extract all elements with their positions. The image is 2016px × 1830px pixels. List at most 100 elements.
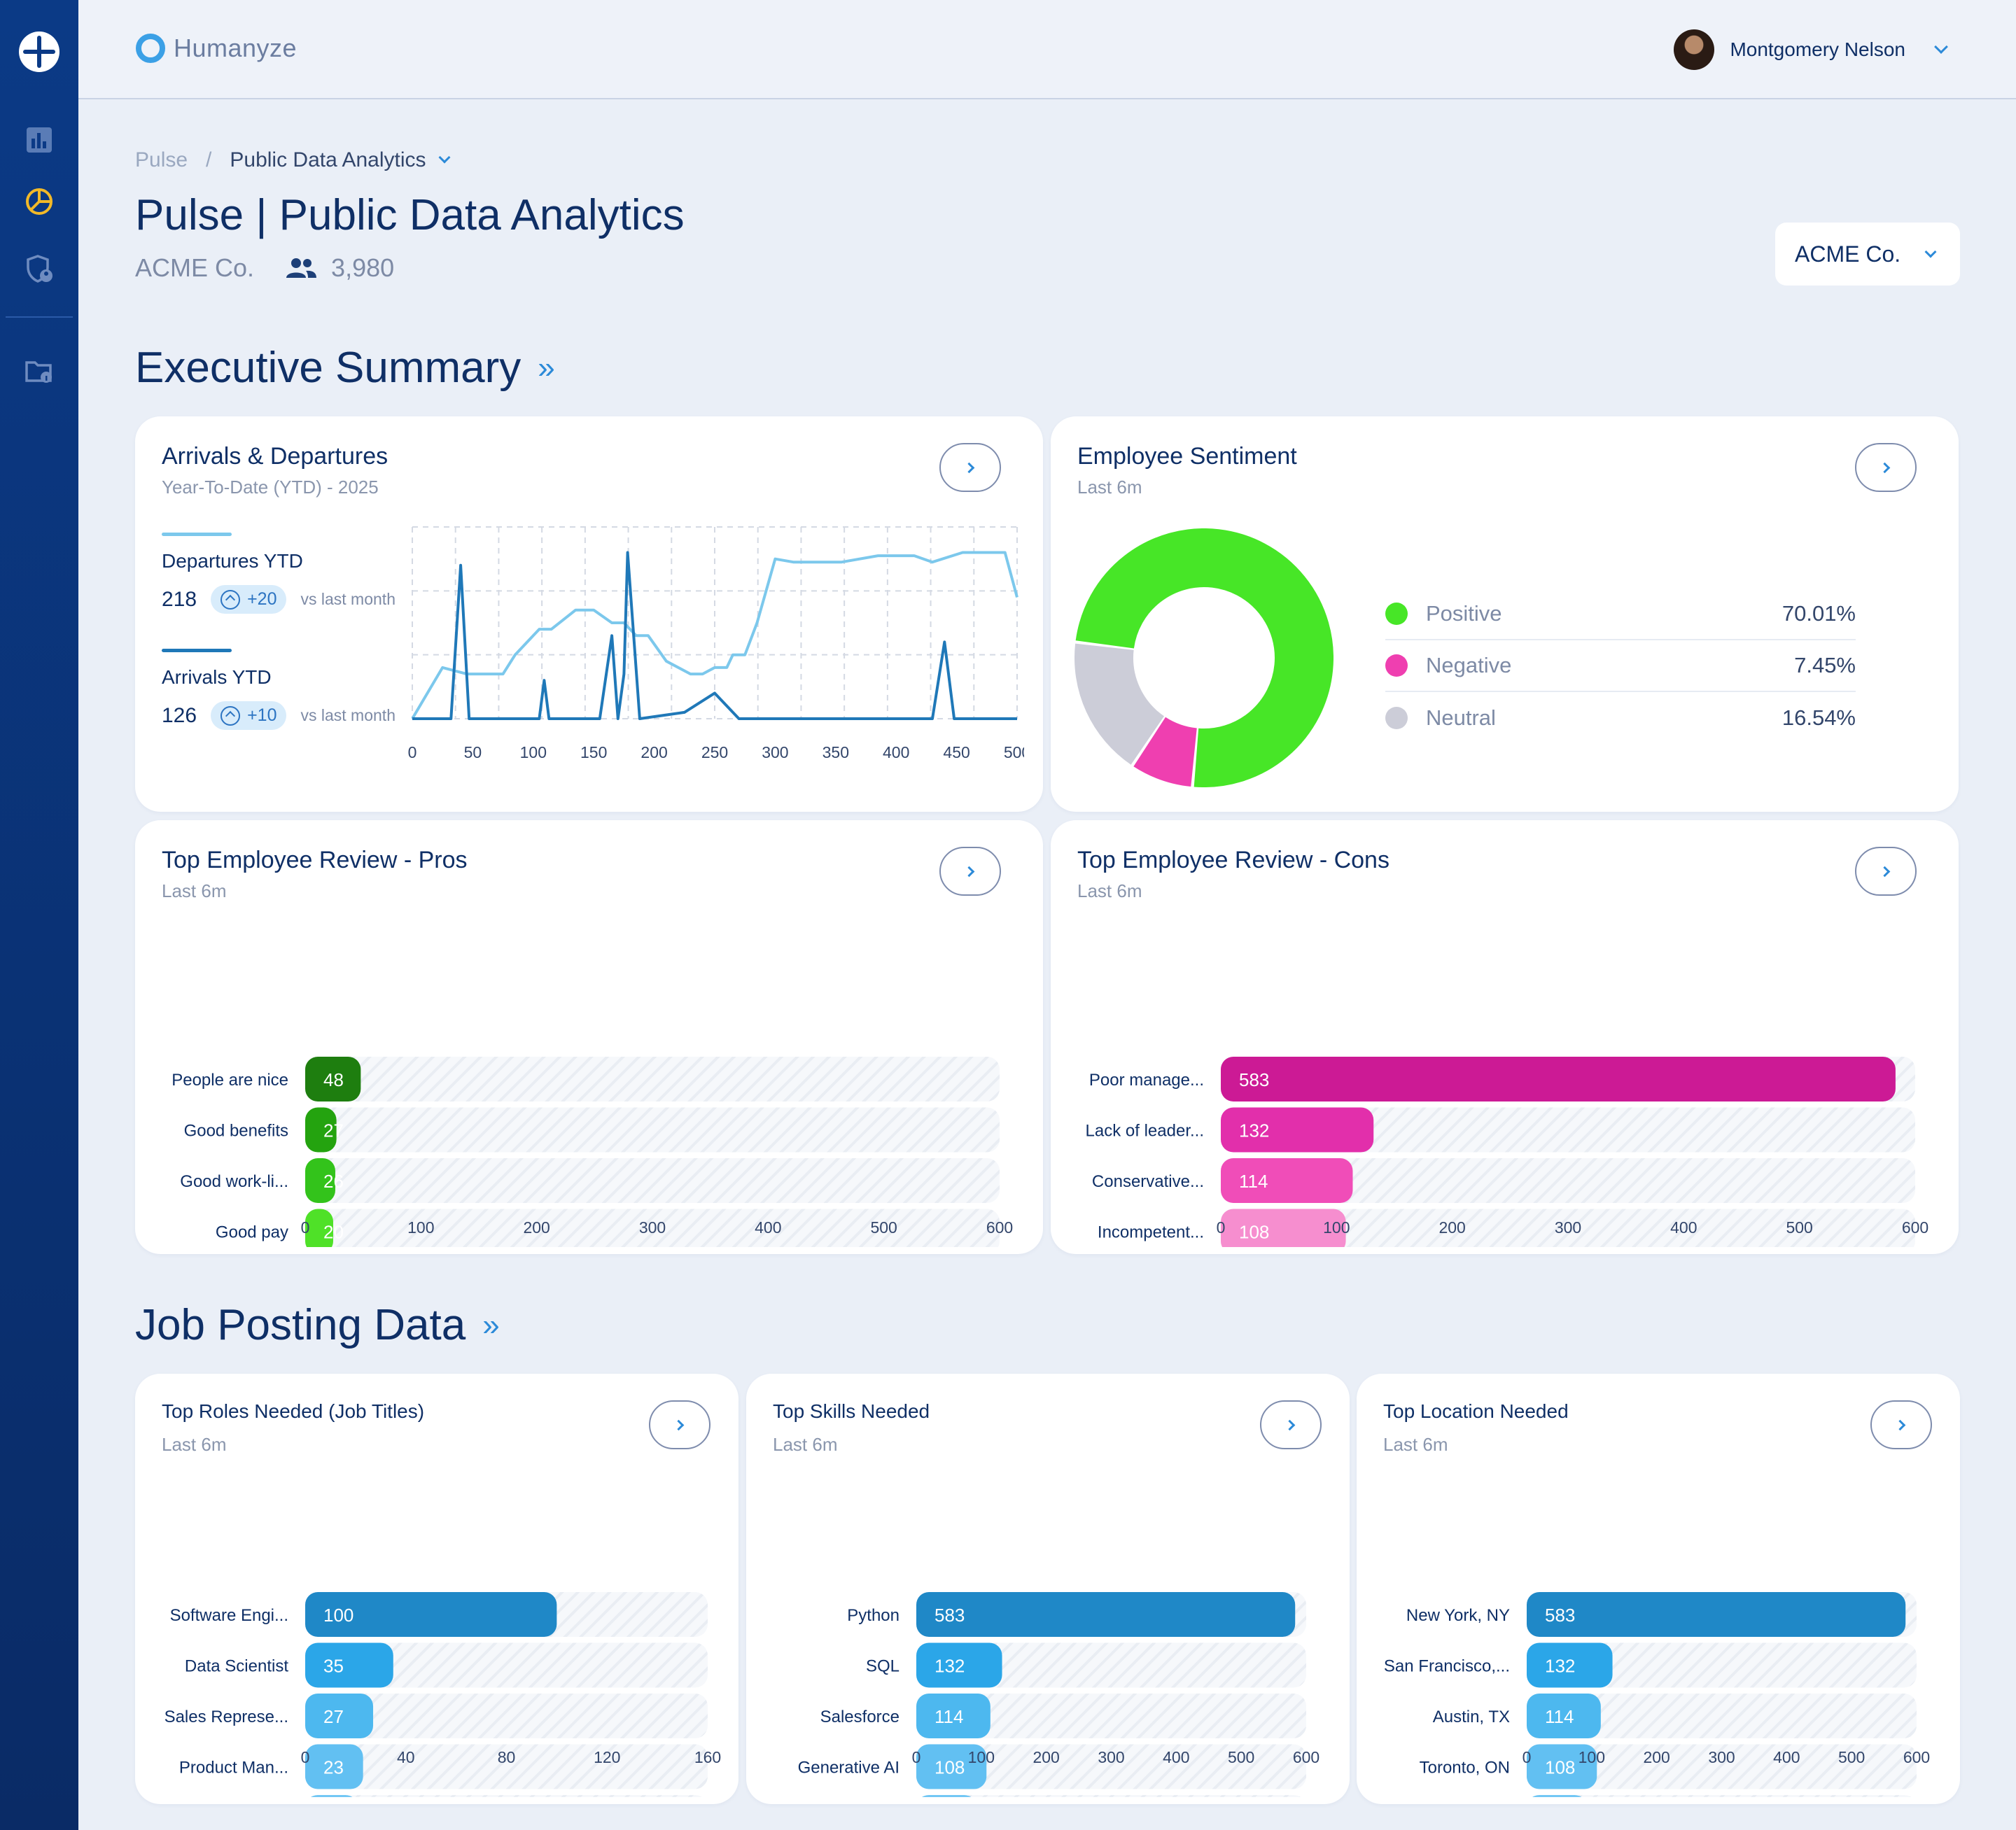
double-chevron-right-icon[interactable]: » (482, 1307, 500, 1342)
bar[interactable] (1221, 1158, 1353, 1203)
metric-label: Arrivals YTD (162, 666, 272, 688)
bar-row[interactable]: Boston, MA93 (1423, 1795, 1917, 1797)
bar[interactable] (1221, 1057, 1896, 1101)
bar-track (1532, 1795, 1911, 1797)
card-title: Top Employee Review - Pros (162, 847, 468, 873)
card-subtitle: Last 6m (1077, 880, 1142, 901)
chevron-down-icon[interactable] (438, 151, 451, 164)
bar-track (1527, 1744, 1917, 1789)
bar-row[interactable]: Conservative... 114 (1092, 1158, 1915, 1203)
bar-row[interactable]: Software Engi... 100 (170, 1592, 708, 1637)
x-tick-label: 300 (639, 1218, 666, 1237)
bar-row[interactable]: People are nice 48 (172, 1057, 1000, 1101)
chevron-right-icon (1284, 1419, 1295, 1430)
brand[interactable]: Humanyze (136, 34, 297, 63)
open-details-button[interactable] (939, 443, 1001, 492)
bar-row[interactable]: Sales Represe... 27 (164, 1694, 708, 1738)
open-details-button[interactable] (1870, 1400, 1932, 1449)
pie-icon[interactable] (24, 186, 55, 217)
metric-departures: Departures YTD 218 +20 vs last month (162, 533, 396, 614)
bar[interactable] (916, 1642, 1002, 1688)
bar-row[interactable]: Austin, TX 114 (1433, 1694, 1917, 1738)
bar-row[interactable]: Good pay 20 (216, 1209, 1000, 1248)
donut-slice-negative[interactable] (1133, 717, 1198, 787)
double-chevron-right-icon[interactable]: » (538, 350, 555, 385)
breadcrumb-current[interactable]: Public Data Analytics (230, 148, 426, 171)
bar-row[interactable]: Poor manage... 583 (1089, 1057, 1915, 1101)
bar[interactable] (916, 1795, 976, 1797)
bar-row[interactable]: Lack of leader... 132 (1086, 1107, 1915, 1153)
user-menu[interactable]: Montgomery Nelson (1674, 29, 1948, 70)
bar[interactable] (916, 1744, 987, 1789)
bar[interactable] (305, 1209, 333, 1248)
metric-arrivals: Arrivals YTD 126 +10 vs last month (162, 649, 396, 730)
open-details-button[interactable] (1855, 847, 1917, 896)
card-top-roles: Top Roles Needed (Job Titles) Last 6m So… (135, 1374, 738, 1804)
open-details-button[interactable] (1260, 1400, 1322, 1449)
bar[interactable] (305, 1592, 557, 1637)
bar[interactable] (1527, 1744, 1597, 1789)
bar[interactable] (1527, 1795, 1587, 1797)
x-tick-label: 400 (1670, 1218, 1697, 1237)
bar-category-label: Good pay (216, 1223, 288, 1242)
line-chart: 0 50 100 150 200 250 300 350 400 450 500 (408, 526, 1024, 761)
bar-row[interactable]: Toronto, ON 108 (1420, 1744, 1917, 1789)
bar-row[interactable]: Project Mana...93 (787, 1795, 1306, 1797)
bar-row[interactable]: Good benefits 27 (184, 1107, 1000, 1153)
bar[interactable] (305, 1795, 358, 1797)
bar-row[interactable]: Salesforce 114 (820, 1694, 1306, 1738)
x-tick-label: 350 (822, 743, 849, 761)
bar-track (305, 1694, 708, 1738)
bar-track (1221, 1158, 1915, 1203)
donut-slice-neutral[interactable] (1074, 643, 1166, 765)
bar[interactable] (305, 1744, 363, 1789)
bar-row[interactable]: Generative AI 108 (798, 1744, 1306, 1789)
bar-row[interactable]: Good work-li... 26 (180, 1158, 1000, 1203)
card-reviews-pros: Top Employee Review - Pros Last 6m Peopl… (135, 820, 1043, 1254)
card-subtitle: Last 6m (1077, 477, 1142, 498)
bar[interactable] (305, 1158, 335, 1203)
bar[interactable] (1221, 1209, 1346, 1248)
bar-value-label: 114 (1545, 1706, 1574, 1727)
bar-row[interactable]: New York, NY 583 (1406, 1592, 1917, 1637)
bar[interactable] (1527, 1592, 1906, 1637)
bar[interactable] (305, 1057, 361, 1101)
x-tick-label: 400 (1163, 1748, 1189, 1766)
x-tick-label: 0 (301, 1748, 310, 1766)
app-logo-icon[interactable] (19, 31, 59, 72)
avatar[interactable] (1674, 29, 1715, 70)
bar-category-label: SQL (866, 1657, 899, 1676)
bar-row[interactable]: San Francisco,... 132 (1384, 1642, 1917, 1688)
open-details-button[interactable] (939, 847, 1001, 896)
bar[interactable] (916, 1694, 990, 1738)
bar-row[interactable]: Product Man... 23 (179, 1744, 708, 1789)
chevron-down-icon[interactable] (1934, 40, 1948, 54)
breadcrumb-root[interactable]: Pulse (135, 148, 188, 171)
bar-row[interactable]: Python 583 (847, 1592, 1306, 1637)
card-employee-sentiment: Employee Sentiment Last 6m Positive 70.0… (1051, 416, 1959, 812)
bar[interactable] (305, 1107, 337, 1153)
bar-value-label: 132 (1239, 1120, 1269, 1141)
bar-track (1221, 1209, 1915, 1247)
donut-slice-positive[interactable] (1075, 528, 1334, 787)
bar-row[interactable]: Data Scientist 35 (185, 1642, 708, 1688)
bar-row[interactable]: Incompetent... 108 (1098, 1209, 1915, 1248)
bar-category-label: Good work-li... (180, 1172, 288, 1191)
bar-row[interactable]: SQL 132 (866, 1642, 1306, 1688)
folder-info-icon[interactable] (24, 356, 55, 386)
open-details-button[interactable] (1855, 443, 1917, 492)
chart-icon[interactable] (24, 125, 55, 155)
bar[interactable] (1527, 1642, 1613, 1688)
bar[interactable] (1221, 1107, 1374, 1153)
x-tick-label: 0 (1217, 1218, 1226, 1237)
x-tick-label: 100 (968, 1748, 995, 1766)
bar[interactable] (916, 1592, 1296, 1637)
bar[interactable] (305, 1642, 393, 1688)
x-tick-label: 120 (594, 1748, 620, 1766)
open-details-button[interactable] (649, 1400, 710, 1449)
company-select[interactable]: ACME Co. (1775, 223, 1960, 286)
shield-user-icon[interactable] (24, 253, 55, 284)
bar-row[interactable]: Customer Suc...21 (168, 1795, 708, 1797)
bar[interactable] (1527, 1694, 1601, 1738)
bar[interactable] (305, 1694, 374, 1738)
